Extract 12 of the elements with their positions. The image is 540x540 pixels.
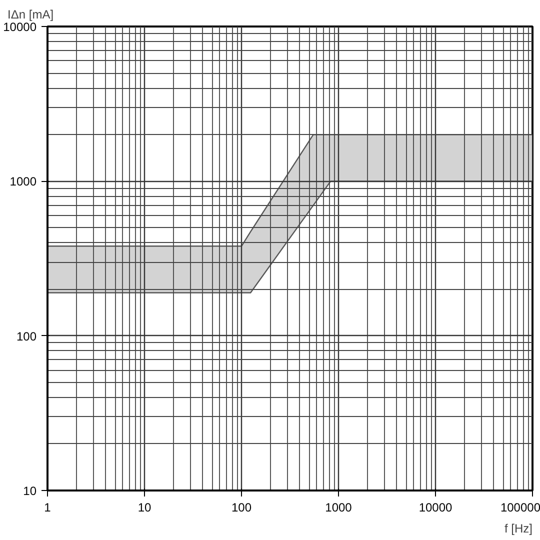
x-axis-title: f [Hz] [504,522,533,536]
x-tick-label: 1000 [325,500,352,514]
y-tick-label: 100 [16,329,37,344]
x-tick-label: 100 [231,500,252,514]
x-tick-label: 10 [138,500,152,514]
x-tick-label: 100000 [500,500,540,514]
y-tick-label: 10 [23,484,37,498]
y-tick-label: 1000 [10,174,37,189]
x-tick-label: 10000 [418,500,453,514]
y-tick-label: 10000 [3,20,37,34]
y-axis-title: IΔn [mA] [8,8,54,22]
x-tick-label: 1 [44,500,52,514]
